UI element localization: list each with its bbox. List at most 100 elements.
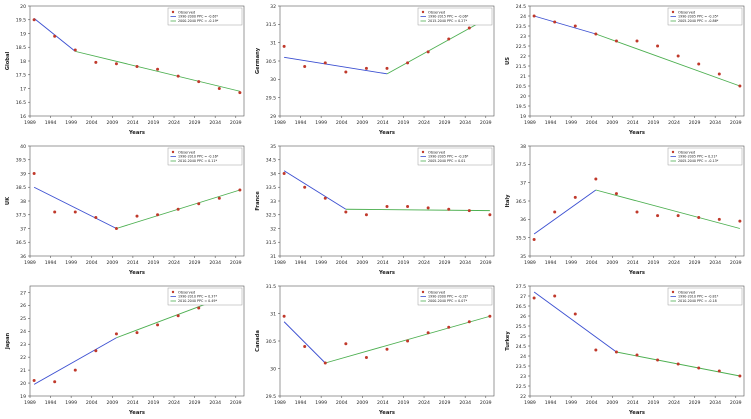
legend-segment-label: 2005-2040 PPC = -0.86* [678, 19, 719, 23]
x-axis-label: Years [378, 130, 395, 136]
legend-observed-label: Observed [428, 11, 445, 15]
y-tick-label: 18 [20, 59, 26, 65]
y-tick-label: 36.5 [516, 199, 526, 205]
legend-segment-label: 1990-2000 PPC = -0.6†* [178, 15, 218, 19]
y-tick-label: 31.5 [266, 22, 276, 28]
panel-italy: 35 35.5 36 36.5 37 37.5 38 1989 1994 1999 2004 2009… [500, 140, 750, 279]
x-axis-label: Years [128, 270, 145, 276]
x-tick-label: 2034 [459, 260, 471, 266]
x-tick-label: 1989 [524, 400, 536, 406]
observed-point [447, 325, 451, 329]
x-tick-label: 2039 [480, 260, 492, 266]
observed-point [32, 18, 36, 22]
y-tick-label: 21.5 [516, 64, 526, 70]
x-tick-label: 2034 [209, 400, 221, 406]
x-tick-label: 2014 [377, 400, 389, 406]
x-tick-label: 2004 [86, 260, 98, 266]
trend-segment-2 [595, 189, 741, 229]
legend-box [167, 7, 243, 26]
x-tick-label: 2014 [127, 120, 139, 126]
x-tick-label: 1989 [274, 400, 286, 406]
y-tick-label: 31.5 [266, 240, 276, 246]
observed-point [114, 227, 118, 230]
observed-point [217, 87, 221, 90]
observed-point [364, 213, 368, 217]
y-tick-label: 20 [520, 94, 526, 100]
observed-point [594, 348, 598, 352]
x-tick-label: 2014 [627, 120, 639, 126]
y-tick-label: 27 [520, 294, 526, 300]
observed-point [53, 380, 57, 384]
observed-point [738, 374, 742, 378]
x-tick-label: 2019 [148, 260, 160, 266]
observed-point [532, 296, 536, 300]
y-tick-label: 37 [520, 180, 526, 186]
x-tick-label: 2014 [627, 400, 639, 406]
legend-observed-marker [671, 10, 675, 14]
x-tick-label: 2024 [668, 400, 680, 406]
legend-box [667, 147, 743, 166]
x-axis-label: Years [628, 410, 645, 416]
x-tick-label: 2009 [106, 120, 118, 126]
legend-box [417, 287, 493, 306]
observed-point [156, 213, 160, 217]
legend-observed-label: Observed [178, 291, 195, 295]
x-tick-label: 1999 [315, 400, 327, 406]
observed-point [94, 60, 98, 64]
y-tick-label: 32.5 [266, 213, 276, 219]
y-tick-label: 38.5 [16, 185, 26, 191]
observed-point [32, 172, 36, 175]
observed-point [532, 14, 536, 18]
observed-point [135, 65, 139, 68]
x-tick-label: 2039 [480, 400, 492, 406]
y-tick-label: 33.5 [266, 185, 276, 191]
y-tick-label: 19 [520, 114, 526, 120]
y-tick-label: 37 [20, 226, 26, 232]
x-tick-label: 1999 [65, 120, 77, 126]
legend-box [417, 147, 493, 166]
observed-point [303, 65, 307, 68]
x-tick-label: 2034 [709, 400, 721, 406]
y-axis-label: Turkey [505, 331, 511, 351]
y-tick-label: 38 [520, 144, 526, 150]
observed-point [135, 214, 139, 218]
legend-box [167, 147, 243, 166]
chart-svg: 36 36.5 37 37.5 38 38.5 39 39.5 40 1989 1994 1999 20… [5, 144, 245, 276]
observed-point [176, 74, 180, 78]
x-tick-label: 1999 [315, 260, 327, 266]
observed-point [114, 332, 118, 336]
x-tick-label: 1994 [545, 120, 557, 126]
y-tick-label: 22.5 [516, 384, 526, 390]
observed-point [676, 54, 680, 58]
y-tick-label: 27 [20, 290, 26, 296]
x-tick-label: 2019 [398, 120, 410, 126]
legend-segment-label: 2015-2040 PPC = 0.27* [428, 19, 467, 23]
observed-point [53, 210, 57, 214]
x-tick-label: 1989 [274, 120, 286, 126]
trend-segment-1 [533, 15, 596, 35]
legend-segment-label: 1990-2010 PPC = -0.16* [178, 155, 219, 159]
y-tick-label: 24 [520, 14, 526, 20]
observed-point [282, 314, 286, 318]
y-tick-label: 35 [270, 144, 276, 150]
observed-point [594, 177, 598, 181]
y-tick-label: 29.5 [266, 95, 276, 101]
panel-global: 16 16.5 17 17.5 18 18.5 19 19.5 20 1989 1994 1999 20… [0, 0, 250, 139]
legend-observed-label: Observed [178, 151, 195, 155]
legend-observed-label: Observed [428, 151, 445, 155]
legend-segment-label: 2010-2040 PPC = 0.11* [178, 159, 217, 163]
observed-point [323, 361, 327, 365]
x-tick-label: 1994 [295, 260, 307, 266]
y-tick-label: 26.5 [516, 304, 526, 310]
y-tick-label: 30.5 [266, 59, 276, 65]
trend-segment-1 [533, 189, 597, 235]
y-tick-label: 21 [520, 74, 526, 80]
y-tick-label: 31 [270, 311, 276, 317]
y-tick-label: 29 [270, 114, 276, 120]
x-tick-label: 2039 [730, 400, 742, 406]
observed-point [385, 205, 389, 208]
y-tick-label: 39 [20, 171, 26, 177]
observed-point [114, 62, 118, 66]
x-axis-label: Years [628, 270, 645, 276]
